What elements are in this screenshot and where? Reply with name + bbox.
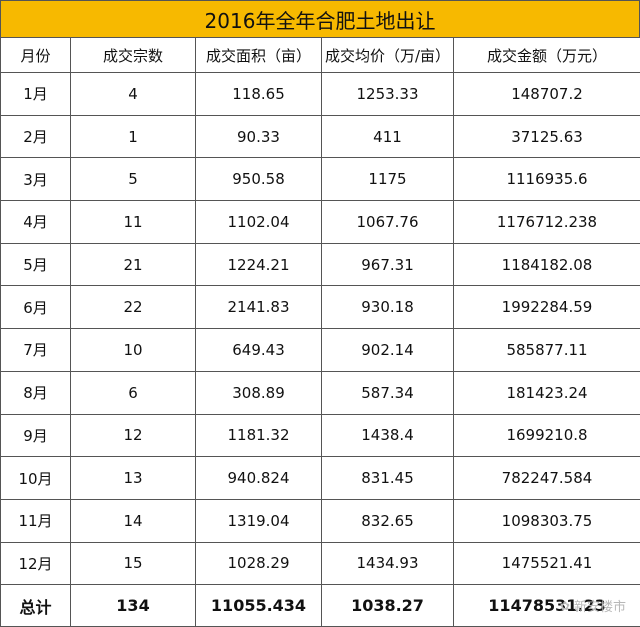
cell-deal-area: 950.58: [196, 158, 322, 201]
cell-deal-amount: 1992284.59: [454, 286, 640, 329]
cell-deal-amount: 1116935.6: [454, 158, 640, 201]
cell-month: 5月: [1, 243, 71, 286]
cell-avg-price: 1438.4: [322, 414, 454, 457]
cell-month: 8月: [1, 371, 71, 414]
cell-deal-count: 11: [71, 201, 196, 244]
cell-avg-price: 930.18: [322, 286, 454, 329]
cell-deal-amount: 585877.11: [454, 329, 640, 372]
cell-deal-area: 2141.83: [196, 286, 322, 329]
header-row: 月份成交宗数成交面积（亩）成交均价（万/亩）成交金额（万元）: [1, 38, 640, 73]
cell-avg-price: 1253.33: [322, 73, 454, 116]
cell-avg-price: 831.45: [322, 457, 454, 500]
cell-deal-amount: 37125.63: [454, 115, 640, 158]
total-deal-count: 134: [71, 585, 196, 627]
cell-deal-area: 1224.21: [196, 243, 322, 286]
cell-month: 3月: [1, 158, 71, 201]
watermark: ✿ 新安楼市: [560, 596, 626, 615]
cell-avg-price: 1434.93: [322, 542, 454, 585]
total-deal-area: 11055.434: [196, 585, 322, 627]
watermark-text: 新安楼市: [574, 596, 626, 615]
cell-deal-area: 308.89: [196, 371, 322, 414]
header-deal-amount: 成交金额（万元）: [454, 38, 640, 73]
header-avg-price: 成交均价（万/亩）: [322, 38, 454, 73]
cell-deal-count: 14: [71, 499, 196, 542]
cell-deal-count: 5: [71, 158, 196, 201]
header-month: 月份: [1, 38, 71, 73]
cell-deal-area: 1102.04: [196, 201, 322, 244]
cell-month: 12月: [1, 542, 71, 585]
cell-deal-count: 1: [71, 115, 196, 158]
cell-avg-price: 1175: [322, 158, 454, 201]
cell-month: 4月: [1, 201, 71, 244]
header-deal-area: 成交面积（亩）: [196, 38, 322, 73]
cell-deal-amount: 1184182.08: [454, 243, 640, 286]
cell-deal-count: 13: [71, 457, 196, 500]
cell-avg-price: 902.14: [322, 329, 454, 372]
cell-deal-area: 1181.32: [196, 414, 322, 457]
cell-month: 9月: [1, 414, 71, 457]
cell-deal-area: 940.824: [196, 457, 322, 500]
cell-month: 11月: [1, 499, 71, 542]
total-month: 总计: [1, 585, 71, 627]
cell-deal-area: 118.65: [196, 73, 322, 116]
cell-avg-price: 1067.76: [322, 201, 454, 244]
cell-deal-area: 1319.04: [196, 499, 322, 542]
header-deal-count: 成交宗数: [71, 38, 196, 73]
cell-month: 1月: [1, 73, 71, 116]
cell-month: 7月: [1, 329, 71, 372]
cell-month: 2月: [1, 115, 71, 158]
cell-deal-count: 22: [71, 286, 196, 329]
cell-avg-price: 967.31: [322, 243, 454, 286]
wechat-icon: ✿: [560, 599, 570, 613]
cell-deal-area: 1028.29: [196, 542, 322, 585]
cell-deal-amount: 1475521.41: [454, 542, 640, 585]
cell-month: 10月: [1, 457, 71, 500]
cell-deal-count: 15: [71, 542, 196, 585]
cell-avg-price: 832.65: [322, 499, 454, 542]
cell-deal-count: 10: [71, 329, 196, 372]
total-avg-price: 1038.27: [322, 585, 454, 627]
cell-avg-price: 587.34: [322, 371, 454, 414]
cell-deal-area: 649.43: [196, 329, 322, 372]
cell-deal-amount: 782247.584: [454, 457, 640, 500]
cell-deal-amount: 1176712.238: [454, 201, 640, 244]
cell-deal-amount: 148707.2: [454, 73, 640, 116]
cell-deal-count: 4: [71, 73, 196, 116]
cell-deal-amount: 181423.24: [454, 371, 640, 414]
cell-deal-count: 12: [71, 414, 196, 457]
table-title: 2016年全年合肥土地出让: [0, 0, 640, 38]
cell-month: 6月: [1, 286, 71, 329]
cell-deal-count: 21: [71, 243, 196, 286]
cell-deal-count: 6: [71, 371, 196, 414]
cell-deal-area: 90.33: [196, 115, 322, 158]
cell-deal-amount: 1098303.75: [454, 499, 640, 542]
cell-avg-price: 411: [322, 115, 454, 158]
cell-deal-amount: 1699210.8: [454, 414, 640, 457]
